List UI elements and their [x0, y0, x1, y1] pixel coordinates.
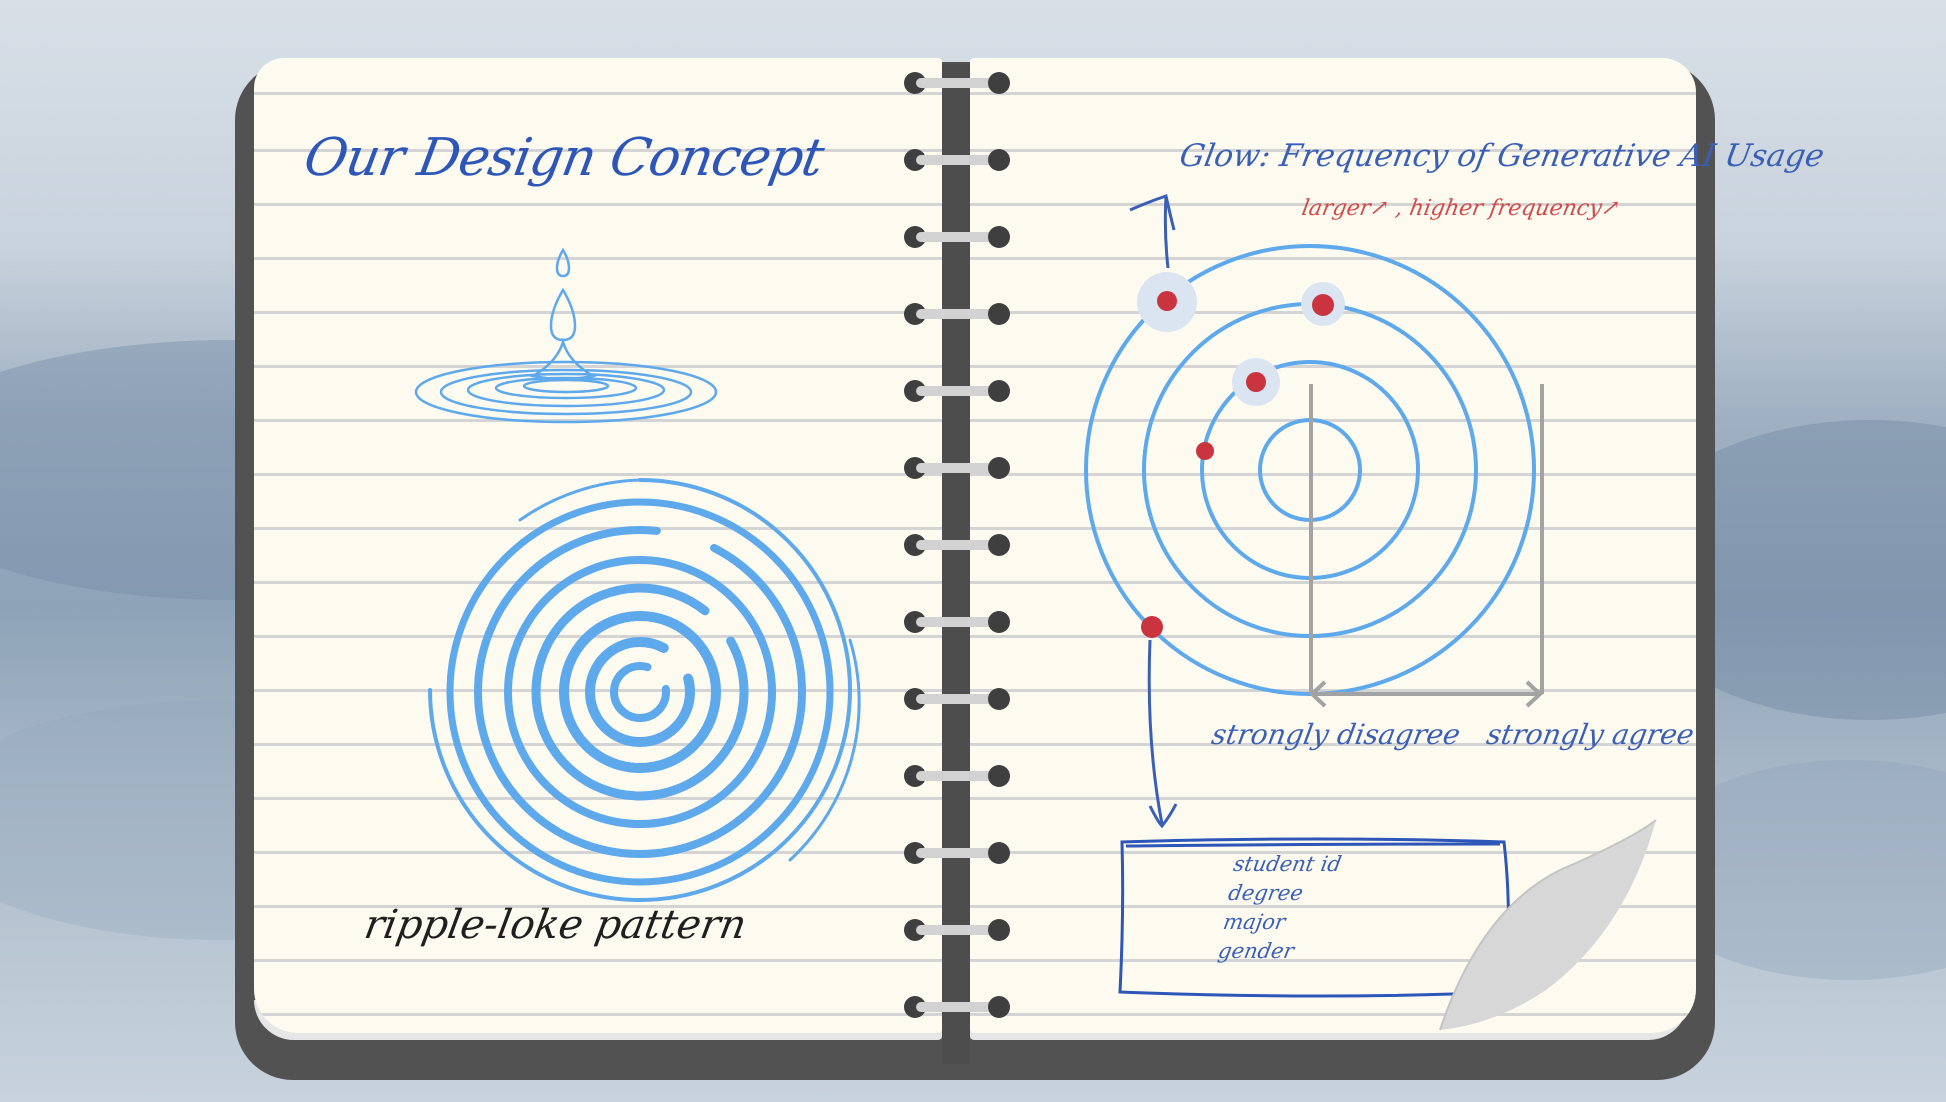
spiral-ring [902, 917, 1012, 943]
card-line: degree [1226, 881, 1305, 905]
red-dot [1312, 294, 1334, 316]
spiral-ring [902, 609, 1012, 635]
spiral-ring [902, 147, 1012, 173]
card-line: gender [1216, 939, 1296, 963]
card-line: major [1221, 910, 1288, 934]
left-page [254, 58, 942, 1033]
arrow-down-icon [1147, 639, 1178, 829]
spiral-ring [902, 763, 1012, 789]
spiral-ring [902, 686, 1012, 712]
water-drop-icon [414, 247, 718, 424]
card-line: student id [1231, 852, 1344, 876]
spiral-ring [902, 301, 1012, 327]
spiral-ring [902, 224, 1012, 250]
spiral-ring [902, 70, 1012, 96]
attributes-card-text: student id degree major gender [1118, 838, 1508, 994]
red-dot [1196, 442, 1214, 460]
spiral-ring [902, 994, 1012, 1020]
spiral-spine [942, 64, 970, 1064]
double-arrow-icon [1309, 384, 1544, 708]
spiral-ring [902, 455, 1012, 481]
spiral-ring [902, 378, 1012, 404]
arrow-up-icon [1129, 194, 1176, 269]
data-dots [1137, 272, 1345, 638]
red-dot [1246, 372, 1266, 392]
red-dot [1141, 616, 1163, 638]
red-dot [1157, 291, 1177, 311]
spiral-ring [902, 840, 1012, 866]
page-curl [1439, 819, 1657, 1031]
ripple-icon [428, 478, 861, 902]
spiral-ring [902, 532, 1012, 558]
